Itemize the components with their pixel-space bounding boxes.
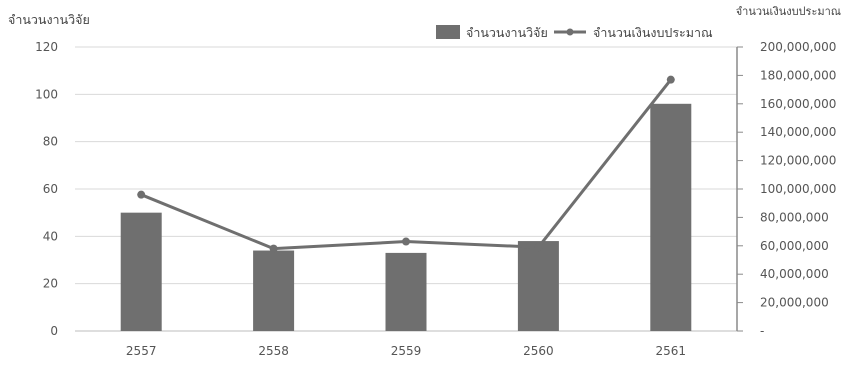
x-tick-label: 2558 [258,344,289,358]
y-left-tick-label: 0 [50,324,58,338]
y-left-tick-label: 100 [35,87,58,101]
bar [517,241,559,331]
tick-labels: 0 20 40 60 80 100 120 - 20,000,000 40,000,000 60,0… [35,40,836,358]
line-point [137,190,146,199]
line-point [666,75,675,84]
y-right-tick-label: 140,000,000 [760,125,836,139]
legend-line-marker [566,28,574,36]
x-tick-label: 2557 [126,344,157,358]
bars [120,103,692,331]
line-point [534,243,543,252]
legend: จำนวนงานวิจัย จำนวนเงินงบประมาณ [436,25,713,40]
y-left-tick-label: 40 [43,229,58,243]
x-tick-label: 2559 [391,344,422,358]
legend-bar-label: จำนวนงานวิจัย [466,25,548,40]
bar [253,250,295,331]
y-right-tick-label: 80,000,000 [760,210,829,224]
y-right-tick-label: 60,000,000 [760,239,829,253]
y-left-tick-label: 80 [43,135,58,149]
legend-line-label: จำนวนเงินงบประมาณ [593,25,713,40]
y-right-tick-label: 40,000,000 [760,267,829,281]
y-left-tick-label: 60 [43,182,58,196]
bar [650,103,692,331]
y-right-tick-label: 200,000,000 [760,40,836,54]
y-right-tick-label: 180,000,000 [760,68,836,82]
line-point [402,237,410,246]
y-right-tick-label: 120,000,000 [760,154,836,168]
y-left-tick-label: 20 [43,277,58,291]
line-point [269,244,278,253]
line-series [137,75,675,253]
x-tick-label: 2560 [523,344,554,358]
bar [120,212,162,331]
y-right-tick-label: 160,000,000 [760,97,836,111]
legend-bar-swatch [436,25,460,39]
x-tick-label: 2561 [656,344,687,358]
y-right-axis-title: จำนวนเงินงบประมาณ [736,5,841,18]
bar [385,252,427,331]
y-right-tick-label: - [760,324,764,338]
y-right-tick-label: 100,000,000 [760,182,836,196]
gridlines [75,46,737,285]
y-left-axis-title: จำนวนงานวิจัย [8,12,90,27]
line-path [140,78,672,251]
y-right-tick-label: 20,000,000 [760,296,829,310]
y-left-tick-label: 120 [35,40,58,54]
